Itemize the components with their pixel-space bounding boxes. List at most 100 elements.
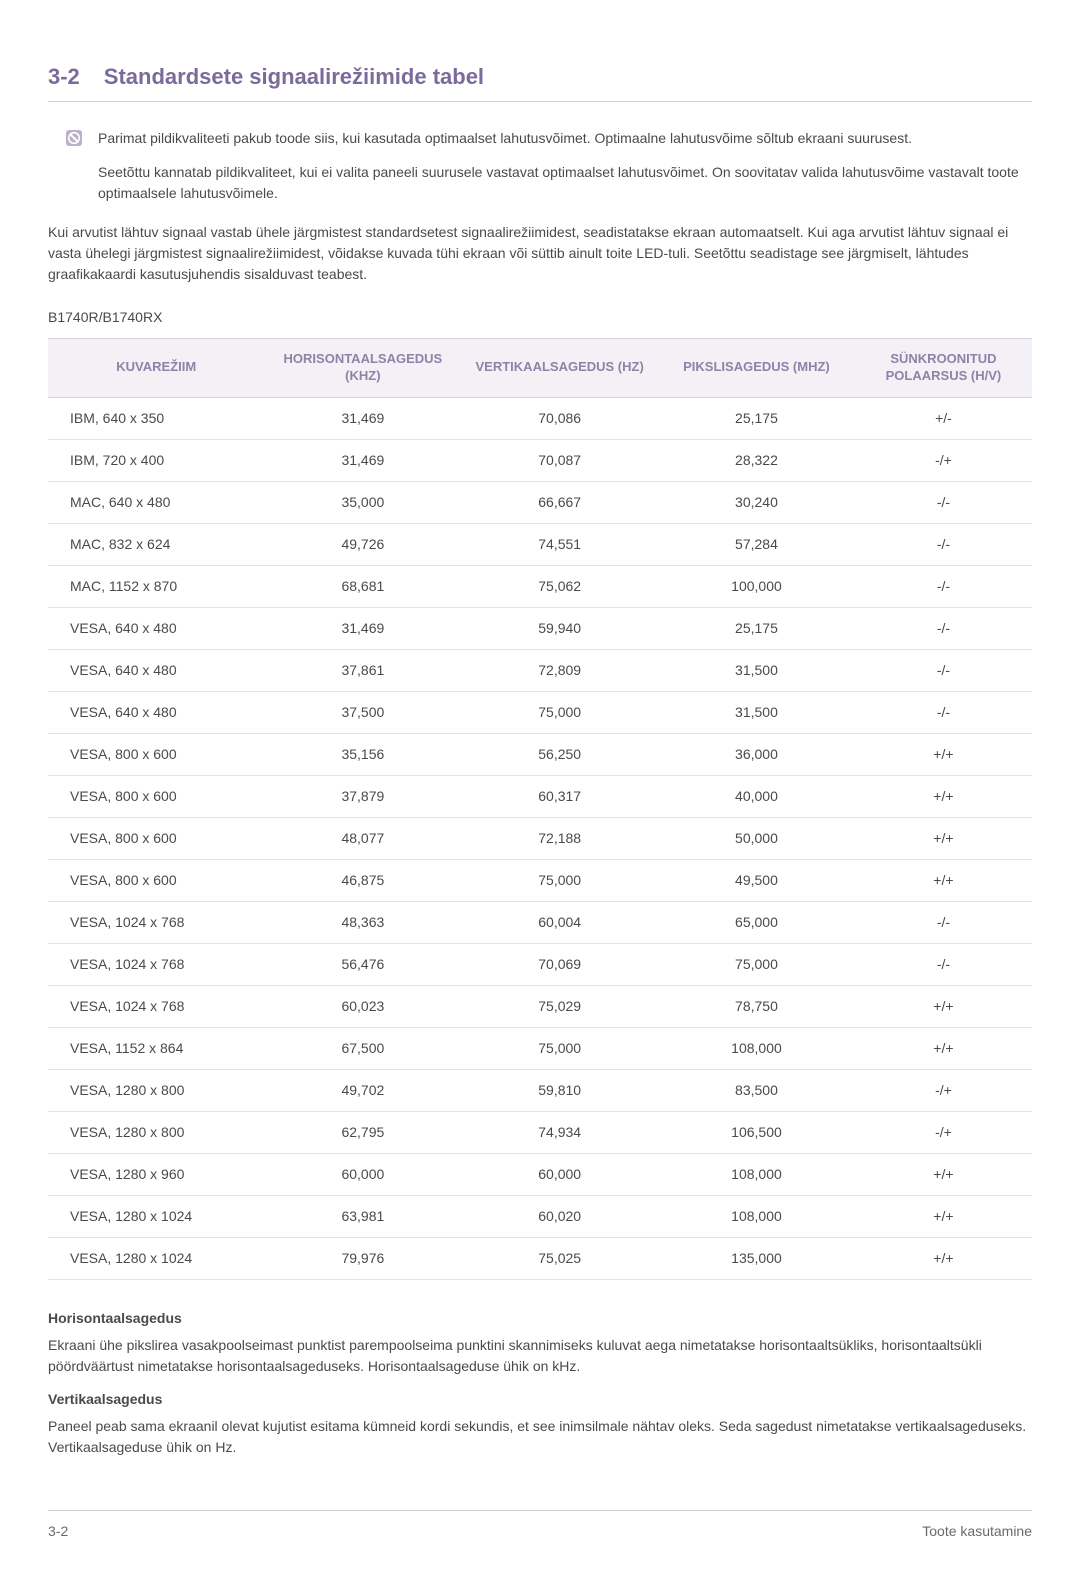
table-cell: 60,000 — [461, 1153, 658, 1195]
table-cell: 78,750 — [658, 985, 855, 1027]
table-cell: 100,000 — [658, 565, 855, 607]
table-cell: 31,469 — [264, 439, 461, 481]
table-cell: 56,250 — [461, 733, 658, 775]
note-line-2: Seetõttu kannatab pildikvaliteet, kui ei… — [98, 162, 1032, 204]
table-row: VESA, 800 x 60037,87960,31740,000+/+ — [48, 775, 1032, 817]
table-row: VESA, 1152 x 86467,50075,000108,000+/+ — [48, 1027, 1032, 1069]
table-cell: 40,000 — [658, 775, 855, 817]
table-cell: 59,940 — [461, 607, 658, 649]
table-cell: 57,284 — [658, 523, 855, 565]
table-cell: -/- — [855, 901, 1032, 943]
table-cell: 68,681 — [264, 565, 461, 607]
table-cell: +/+ — [855, 1153, 1032, 1195]
note-line-1: Parimat pildikvaliteeti pakub toode siis… — [98, 128, 912, 152]
table-cell: 49,726 — [264, 523, 461, 565]
table-cell: 108,000 — [658, 1195, 855, 1237]
table-cell: 66,667 — [461, 481, 658, 523]
table-cell: 60,317 — [461, 775, 658, 817]
table-cell: VESA, 1024 x 768 — [48, 943, 264, 985]
table-cell: VESA, 1280 x 1024 — [48, 1195, 264, 1237]
table-cell: +/+ — [855, 1237, 1032, 1279]
table-cell: 65,000 — [658, 901, 855, 943]
table-cell: VESA, 640 x 480 — [48, 607, 264, 649]
table-cell: MAC, 1152 x 870 — [48, 565, 264, 607]
table-cell: 31,469 — [264, 607, 461, 649]
table-cell: MAC, 640 x 480 — [48, 481, 264, 523]
table-cell: 59,810 — [461, 1069, 658, 1111]
col-header-hfreq: HORISONTAALSAGEDUS (KHZ) — [264, 339, 461, 398]
table-cell: 135,000 — [658, 1237, 855, 1279]
table-cell: VESA, 800 x 600 — [48, 733, 264, 775]
table-cell: 35,156 — [264, 733, 461, 775]
table-cell: 75,000 — [461, 859, 658, 901]
table-cell: 70,086 — [461, 397, 658, 439]
table-cell: VESA, 640 x 480 — [48, 649, 264, 691]
intro-paragraph: Kui arvutist lähtuv signaal vastab ühele… — [48, 222, 1032, 285]
table-cell: -/- — [855, 943, 1032, 985]
table-cell: 75,000 — [461, 1027, 658, 1069]
table-row: IBM, 640 x 35031,46970,08625,175+/- — [48, 397, 1032, 439]
table-cell: 60,020 — [461, 1195, 658, 1237]
table-row: VESA, 800 x 60046,87575,00049,500+/+ — [48, 859, 1032, 901]
def-h-title: Horisontaalsagedus — [48, 1308, 1032, 1329]
table-cell: VESA, 1280 x 800 — [48, 1111, 264, 1153]
table-cell: 62,795 — [264, 1111, 461, 1153]
table-cell: 74,551 — [461, 523, 658, 565]
table-cell: 28,322 — [658, 439, 855, 481]
table-cell: VESA, 1280 x 1024 — [48, 1237, 264, 1279]
section-title: Standardsete signaalirežiimide tabel — [104, 60, 484, 93]
table-cell: VESA, 1024 x 768 — [48, 901, 264, 943]
table-cell: 75,029 — [461, 985, 658, 1027]
table-row: VESA, 1280 x 102479,97675,025135,000+/+ — [48, 1237, 1032, 1279]
table-cell: 60,000 — [264, 1153, 461, 1195]
table-cell: 49,500 — [658, 859, 855, 901]
table-cell: 37,500 — [264, 691, 461, 733]
table-cell: +/- — [855, 397, 1032, 439]
page-footer: 3-2 Toote kasutamine — [48, 1510, 1032, 1542]
table-cell: -/- — [855, 649, 1032, 691]
table-cell: +/+ — [855, 859, 1032, 901]
table-cell: 67,500 — [264, 1027, 461, 1069]
table-row: VESA, 1280 x 80062,79574,934106,500-/+ — [48, 1111, 1032, 1153]
table-cell: 70,087 — [461, 439, 658, 481]
table-row: VESA, 1280 x 102463,98160,020108,000+/+ — [48, 1195, 1032, 1237]
table-cell: +/+ — [855, 775, 1032, 817]
table-cell: +/+ — [855, 733, 1032, 775]
col-header-pixclk: PIKSLISAGEDUS (MHZ) — [658, 339, 855, 398]
table-cell: 83,500 — [658, 1069, 855, 1111]
table-cell: +/+ — [855, 1027, 1032, 1069]
table-row: MAC, 640 x 48035,00066,66730,240-/- — [48, 481, 1032, 523]
table-cell: +/+ — [855, 817, 1032, 859]
signal-modes-table: KUVAREŽIIM HORISONTAALSAGEDUS (KHZ) VERT… — [48, 338, 1032, 1280]
table-cell: -/- — [855, 607, 1032, 649]
table-cell: -/- — [855, 565, 1032, 607]
table-cell: VESA, 1280 x 800 — [48, 1069, 264, 1111]
table-cell: 30,240 — [658, 481, 855, 523]
table-cell: 70,069 — [461, 943, 658, 985]
table-cell: 31,500 — [658, 691, 855, 733]
table-cell: 25,175 — [658, 397, 855, 439]
table-cell: 79,976 — [264, 1237, 461, 1279]
table-cell: 74,934 — [461, 1111, 658, 1153]
footer-right: Toote kasutamine — [922, 1521, 1032, 1542]
table-cell: 25,175 — [658, 607, 855, 649]
table-cell: -/- — [855, 523, 1032, 565]
table-cell: 49,702 — [264, 1069, 461, 1111]
table-row: VESA, 1024 x 76860,02375,02978,750+/+ — [48, 985, 1032, 1027]
table-row: VESA, 1024 x 76848,36360,00465,000-/- — [48, 901, 1032, 943]
table-cell: 46,875 — [264, 859, 461, 901]
table-row: VESA, 640 x 48037,86172,80931,500-/- — [48, 649, 1032, 691]
table-cell: 31,469 — [264, 397, 461, 439]
table-row: VESA, 800 x 60035,15656,25036,000+/+ — [48, 733, 1032, 775]
table-row: IBM, 720 x 40031,46970,08728,322-/+ — [48, 439, 1032, 481]
table-cell: -/- — [855, 691, 1032, 733]
table-cell: 106,500 — [658, 1111, 855, 1153]
table-cell: -/+ — [855, 1069, 1032, 1111]
def-h-body: Ekraani ühe pikslirea vasakpoolseimast p… — [48, 1335, 1032, 1377]
table-cell: 56,476 — [264, 943, 461, 985]
table-cell: VESA, 1024 x 768 — [48, 985, 264, 1027]
table-row: VESA, 1280 x 80049,70259,81083,500-/+ — [48, 1069, 1032, 1111]
table-cell: +/+ — [855, 1195, 1032, 1237]
table-cell: VESA, 640 x 480 — [48, 691, 264, 733]
table-row: VESA, 640 x 48037,50075,00031,500-/- — [48, 691, 1032, 733]
